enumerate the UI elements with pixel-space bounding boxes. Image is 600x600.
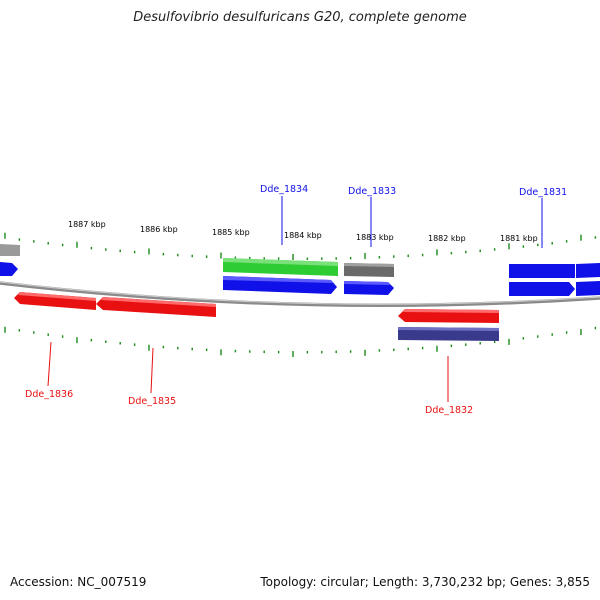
gene-feature-highlight [344,281,390,285]
gene-label-dde1831[interactable]: Dde_1831 [519,187,567,198]
gene-label-dde1833[interactable]: Dde_1833 [348,186,396,197]
tick-label: 1887 kbp [68,220,106,229]
gene-label-dde1835[interactable]: Dde_1835 [128,396,176,407]
tick-label: 1881 kbp [500,234,538,243]
tick-label: 1884 kbp [284,231,322,240]
ruler-tick-labels: 1887 kbp 1886 kbp 1885 kbp 1884 kbp 1883… [68,220,538,243]
gene-feature-highlight [344,263,394,267]
feature-track-forward [0,244,600,296]
gene-feature-highlight [223,258,338,266]
accession-label: Accession: NC_007519 [10,575,147,589]
gene-feature-highlight [101,297,216,307]
gene-label-dde1836[interactable]: Dde_1836 [25,389,73,400]
tick-label: 1886 kbp [140,225,178,234]
gene-feature-dde1835[interactable] [96,297,216,317]
gene-feature-highlight [223,276,333,283]
gene-feature-highlight [398,327,499,331]
tick-label: 1882 kbp [428,234,466,243]
gene-feature[interactable] [0,244,20,256]
genome-title: Desulfovibrio desulfuricans G20, complet… [133,10,467,25]
tick-label: 1885 kbp [212,228,250,237]
outer-ruler [4,232,597,260]
genome-summary: Topology: circular; Length: 3,730,232 bp… [260,575,590,589]
gene-labels: Dde_1834 Dde_1833 Dde_1831 Dde_1836 Dde_… [25,184,567,416]
gene-feature[interactable] [0,262,18,276]
backbone-highlight [0,281,600,305]
backbone-line [0,281,600,308]
gene-feature-highlight [18,292,96,301]
tick-label: 1883 kbp [356,233,394,242]
gene-feature[interactable] [576,281,600,296]
label-leaders [47,196,543,402]
gene-label-dde1832[interactable]: Dde_1832 [425,405,473,416]
gene-feature-highlight [403,309,499,313]
gene-feature-dde1831-lower[interactable] [509,282,575,296]
gene-label-dde1834[interactable]: Dde_1834 [260,184,308,195]
feature-track-reverse [14,292,499,341]
gene-feature-dde1831[interactable] [509,264,575,278]
gene-feature[interactable] [576,263,600,278]
inner-ruler [4,326,597,357]
